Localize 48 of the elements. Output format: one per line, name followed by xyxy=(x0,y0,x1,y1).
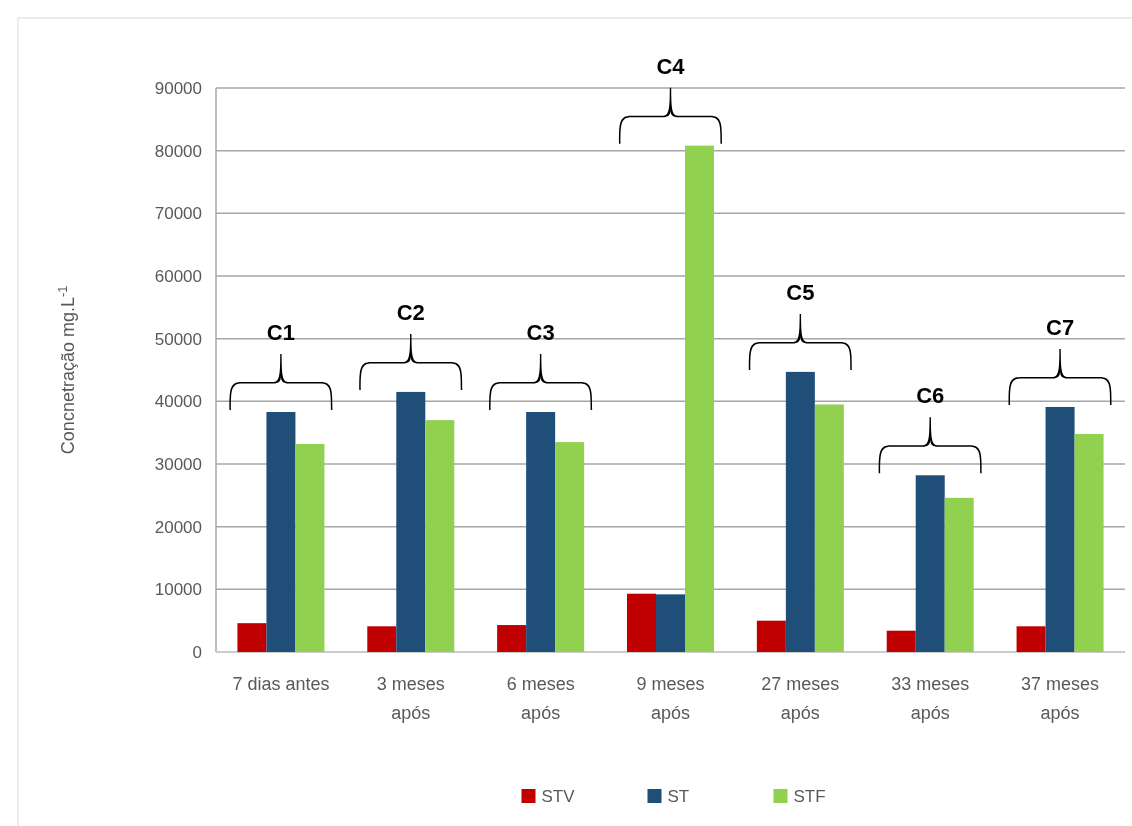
text: C4 xyxy=(656,53,686,79)
x-tick-label: 9 meses após xyxy=(636,674,705,723)
y-tick-label: 50000 xyxy=(154,329,202,349)
bar xyxy=(295,443,325,652)
bar xyxy=(886,630,916,652)
bar xyxy=(756,620,786,652)
bar xyxy=(685,145,714,652)
x-tick-label: 27 meses após xyxy=(761,674,840,723)
x-tick-label: 6 meses após xyxy=(506,674,575,723)
y-tick-label: 60000 xyxy=(154,266,202,286)
bar xyxy=(944,497,974,652)
bar xyxy=(814,404,844,652)
bar xyxy=(555,442,585,652)
y-tick-label: 70000 xyxy=(154,204,202,224)
annotation: C6 xyxy=(916,383,945,409)
bar xyxy=(1016,626,1046,652)
bar xyxy=(497,625,527,652)
bar xyxy=(367,626,397,652)
bar xyxy=(1045,406,1075,652)
bar xyxy=(785,371,815,652)
legend-label: ST xyxy=(667,786,690,806)
y-tick-label: 80000 xyxy=(154,141,202,161)
bar xyxy=(526,411,556,652)
annotation: C7 xyxy=(1046,314,1075,340)
x-tick-label: 33 meses após xyxy=(891,674,970,723)
bar xyxy=(627,593,656,652)
bar xyxy=(915,475,945,652)
annotation: C2 xyxy=(396,299,425,325)
bar xyxy=(656,594,685,652)
x-tick-label: 3 meses após xyxy=(376,674,445,723)
bar xyxy=(237,623,267,652)
legend-label: STF xyxy=(793,786,826,806)
y-tick-label: 10000 xyxy=(154,580,202,600)
annotation: C5 xyxy=(786,279,815,305)
bar xyxy=(396,391,426,652)
x-tick-label: 37 meses após xyxy=(1021,674,1100,723)
y-tick-label: 30000 xyxy=(154,454,202,474)
y-tick-label: 20000 xyxy=(154,517,202,537)
y-tick-label: 90000 xyxy=(154,78,202,98)
annotation: C1 xyxy=(266,319,295,345)
bar xyxy=(425,420,455,652)
annotation: C3 xyxy=(526,319,555,345)
legend-label: STV xyxy=(541,786,576,806)
x-tick-label: 7 dias antes xyxy=(232,674,330,694)
y-tick-label: 40000 xyxy=(154,392,202,412)
y-tick-label: 0 xyxy=(192,642,202,662)
bar xyxy=(266,411,296,652)
bar xyxy=(1074,433,1104,652)
